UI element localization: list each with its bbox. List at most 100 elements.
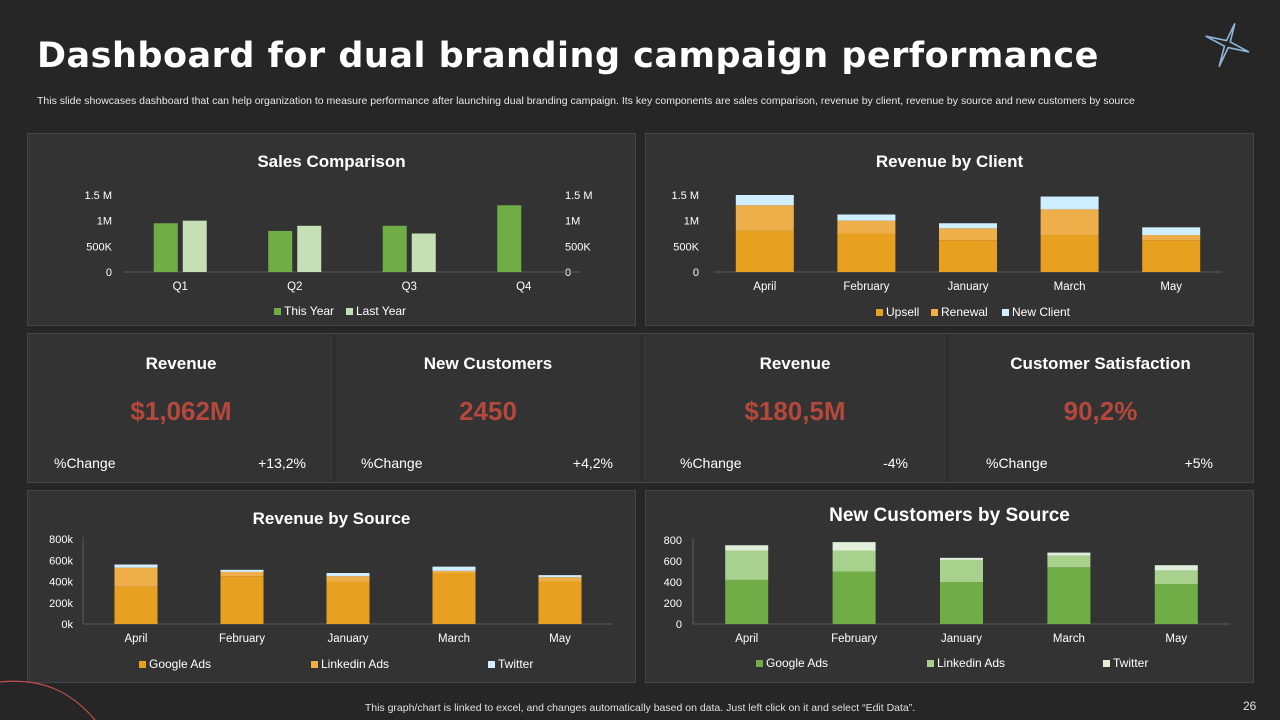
x-tick-label: Q3 (402, 281, 417, 293)
kpi-value: $1,062M (130, 396, 232, 426)
bar-segment (1142, 240, 1201, 272)
y-tick-label: 800k (49, 534, 73, 546)
y-tick-label: 1.5 M (671, 190, 699, 202)
y-tick-label: 0 (106, 267, 112, 279)
footer-note: This graph/chart is linked to excel, and… (364, 702, 916, 714)
legend-swatch (1002, 309, 1009, 316)
new-customers-by-source-panel: New Customers by Source 0 200 400 600 800 Apr… (645, 490, 1254, 683)
kpi-divider (947, 334, 948, 482)
y-tick-label: 0 (676, 619, 682, 631)
bar-segment (1047, 555, 1091, 568)
bar-segment (538, 575, 582, 578)
page-title: Dashboard for dual branding campaign per… (37, 36, 1099, 76)
legend-label: Google Ads (766, 656, 828, 670)
revenue-by-client-chart[interactable]: 0 500K 1M 1.5 M April February January March May… (646, 134, 1255, 327)
decorative-curve (0, 680, 96, 720)
bar-segment (220, 571, 264, 577)
kpi-divider (334, 334, 335, 482)
bar-segment (538, 577, 582, 582)
kpi-value: 2450 (459, 396, 517, 426)
bar (153, 223, 178, 272)
bar-segment (939, 223, 997, 229)
bar (268, 230, 293, 272)
kpi-new-customers: New Customers 2450 %Change +4,2% (335, 334, 641, 482)
bar-segment (114, 564, 158, 568)
kpi-change-value: -4% (883, 455, 908, 471)
bar-segment (432, 566, 476, 571)
bar-segment (1047, 552, 1091, 556)
sales-comparison-panel: Sales Comparison 0 0 500K 500K 1M 1M 1.5 M 1.5 … (27, 133, 636, 326)
x-tick-label: January (941, 633, 982, 645)
bar-segment (114, 586, 158, 624)
bar-segment (1040, 196, 1099, 210)
bar-segment (432, 570, 476, 573)
legend-swatch (488, 661, 495, 668)
bar-segment (837, 220, 896, 234)
x-tick-label: January (328, 633, 369, 645)
bar-segment (1154, 584, 1198, 624)
page-number: 26 (1243, 699, 1257, 713)
bar-segment (725, 550, 769, 580)
revenue-by-source-chart[interactable]: 0k 200k 400k 600k 800k April February January Ma… (28, 491, 637, 684)
new-customers-by-source-title: New Customers by Source (829, 505, 1070, 526)
y2-tick-label: 500K (565, 241, 591, 253)
bar-segment (837, 214, 896, 221)
page-subtitle: This slide showcases dashboard that can … (37, 95, 1135, 107)
y-tick-label: 0k (61, 619, 73, 631)
kpi-change-value: +4,2% (572, 455, 613, 471)
kpi-title: Customer Satisfaction (1010, 354, 1191, 373)
legend-label: Last Year (356, 304, 406, 318)
bar-segment (939, 240, 997, 272)
x-tick-label: Q2 (287, 281, 302, 293)
legend-swatch (346, 308, 353, 315)
y2-tick-label: 1M (565, 216, 580, 228)
x-tick-label: April (753, 281, 776, 293)
bar-segment (1142, 227, 1201, 236)
y2-tick-label: 0 (565, 267, 571, 279)
bar-segment (1142, 235, 1201, 241)
bar-segment (735, 230, 794, 272)
y-tick-label: 1.5 M (84, 190, 112, 202)
y-tick-label: 1M (97, 216, 112, 228)
y-tick-label: 200k (49, 598, 73, 610)
bar-segment (538, 581, 582, 624)
y-tick-label: 500K (673, 241, 699, 253)
sales-comparison-chart[interactable]: 0 0 500K 500K 1M 1M 1.5 M 1.5 M Q1 Q2 Q3 Q4 This Yea… (28, 134, 637, 327)
legend-swatch (927, 660, 934, 667)
bar-segment (725, 579, 769, 624)
legend-label: Linkedin Ads (937, 656, 1005, 670)
legend-label: New Client (1012, 305, 1071, 319)
revenue-by-client-panel: Revenue by Client 0 500K 1M 1.5 M April Febru… (645, 133, 1254, 326)
legend-label: Google Ads (149, 657, 211, 671)
kpi-revenue: Revenue $1,062M %Change +13,2% (28, 334, 334, 482)
x-tick-label: March (1054, 281, 1086, 293)
legend-swatch (876, 309, 883, 316)
new-customers-by-source-chart[interactable]: 0 200 400 600 800 April February January March Ma… (646, 491, 1255, 684)
bar-segment (735, 195, 794, 206)
bar-segment (837, 233, 896, 272)
y-tick-label: 200 (664, 598, 682, 610)
kpi-change-value: +13,2% (258, 455, 306, 471)
x-tick-label: March (1053, 633, 1085, 645)
x-tick-label: February (843, 281, 889, 293)
kpi-value: 90,2% (1063, 396, 1138, 426)
x-tick-label: Q4 (516, 281, 532, 293)
kpi-row: Revenue $1,062M %Change +13,2% New Custo… (27, 333, 1254, 483)
legend-label: Upsell (886, 305, 919, 319)
bar-segment (326, 576, 370, 582)
legend-swatch (311, 661, 318, 668)
legend-label: Renewal (941, 305, 988, 319)
bar-segment (220, 569, 264, 572)
legend-swatch (756, 660, 763, 667)
bar (182, 220, 207, 272)
kpi-change-label: %Change (986, 455, 1048, 471)
bar-segment (220, 576, 264, 624)
y-tick-label: 800 (664, 535, 682, 547)
legend-swatch (274, 308, 281, 315)
bar (297, 225, 322, 272)
bar (382, 225, 407, 272)
legend-label: This Year (284, 304, 334, 318)
bar-segment (940, 582, 983, 624)
y-tick-label: 400k (49, 577, 73, 589)
bar-segment (114, 567, 158, 587)
